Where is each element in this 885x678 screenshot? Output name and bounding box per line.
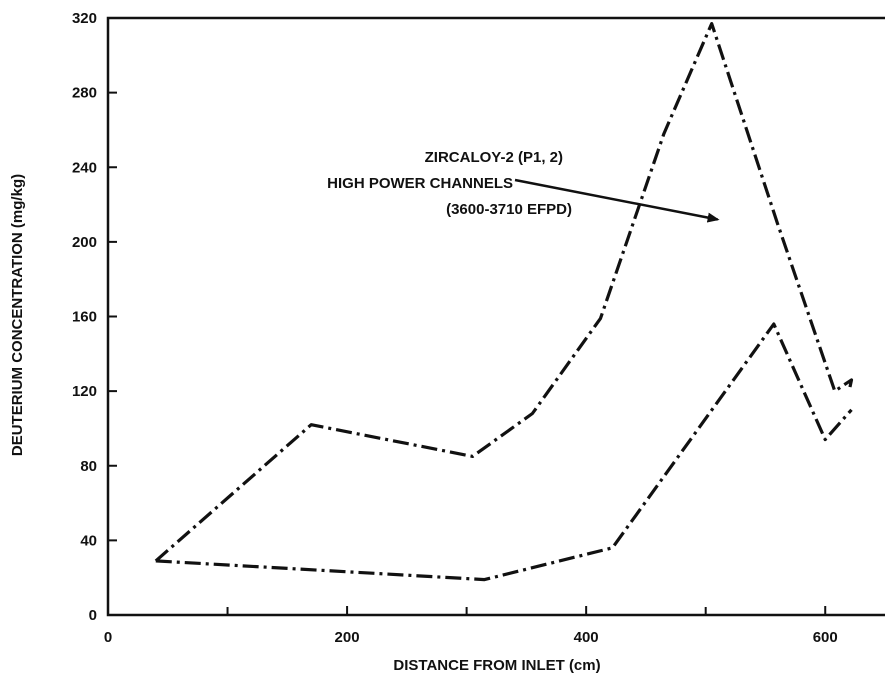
series-layer <box>154 22 854 582</box>
axes: 0 40 80 120 160 200 240 280 320 0 200 400 600 <box>72 10 885 646</box>
annotation-arrow <box>514 178 720 223</box>
x-tick-label: 0 <box>104 629 112 646</box>
x-tick-label: 600 <box>813 629 838 646</box>
x-tick-label: 400 <box>574 629 599 646</box>
y-tick-label: 200 <box>72 234 97 251</box>
y-tick-label: 80 <box>80 458 97 475</box>
y-tick-label: 40 <box>80 532 97 549</box>
series-line-2 <box>155 322 853 582</box>
x-tick-label: 200 <box>335 629 360 646</box>
plot-frame <box>106 16 885 617</box>
y-tick-label: 0 <box>89 607 97 624</box>
annotation-line-2: HIGH POWER CHANNELS <box>327 175 513 192</box>
y-tick-label: 240 <box>72 159 97 176</box>
annotation: ZIRCALOY-2 (P1, 2) HIGH POWER CHANNELS (… <box>327 149 720 223</box>
y-tick-label: 320 <box>72 10 97 27</box>
y-axis-title: DEUTERIUM CONCENTRATION (mg/kg) <box>9 174 26 456</box>
x-axis-title: DISTANCE FROM INLET (cm) <box>393 657 600 674</box>
y-tick-label: 120 <box>72 383 97 400</box>
annotation-line-3: (3600-3710 EFPD) <box>446 201 572 218</box>
series-line-1 <box>154 22 854 563</box>
annotation-line-1: ZIRCALOY-2 (P1, 2) <box>425 149 563 166</box>
y-tick-label: 280 <box>72 85 97 102</box>
y-tick-label: 160 <box>72 309 97 326</box>
